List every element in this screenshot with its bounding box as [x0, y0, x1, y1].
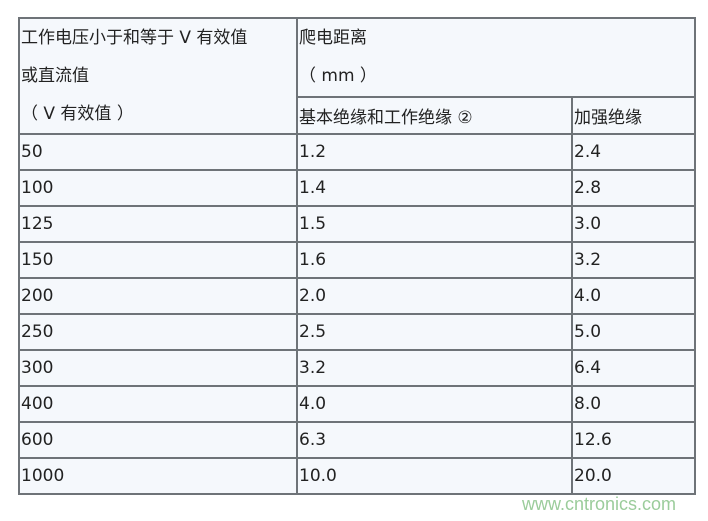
reinforced-insulation-cell: 3.2: [571, 241, 696, 279]
reinforced-insulation-cell: 5.0: [571, 313, 696, 351]
basic-insulation-cell: 1.6: [296, 241, 573, 279]
table-row: 400 4.0 8.0: [18, 385, 696, 423]
reinforced-insulation-cell: 8.0: [571, 385, 696, 423]
table-row: 150 1.6 3.2: [18, 241, 696, 279]
reinforced-insulation-cell: 2.8: [571, 169, 696, 207]
voltage-cell: 100: [18, 169, 298, 207]
reinforced-insulation-header: 加强绝缘: [571, 96, 696, 135]
reinforced-insulation-cell: 6.4: [571, 349, 696, 387]
basic-insulation-cell: 1.4: [296, 169, 573, 207]
voltage-header-line3: （ V 有效值 ）: [21, 104, 134, 124]
voltage-header-line2: 或直流值: [21, 66, 89, 86]
table-row: 50 1.2 2.4: [18, 133, 696, 171]
creepage-header: 爬电距离 （ mm ）: [296, 16, 696, 99]
reinforced-insulation-cell: 2.4: [571, 133, 696, 171]
voltage-cell: 50: [18, 133, 298, 171]
basic-insulation-cell: 1.2: [296, 133, 573, 171]
basic-insulation-cell: 2.0: [296, 277, 573, 315]
subheader-row: 基本绝缘和工作绝缘 ② 加强绝缘: [19, 96, 696, 135]
voltage-cell: 600: [18, 421, 298, 459]
reinforced-insulation-cell: 20.0: [571, 457, 696, 495]
basic-insulation-cell: 2.5: [296, 313, 573, 351]
watermark: www.cntronics.com: [522, 494, 677, 514]
creepage-header-line1: 爬电距离: [299, 28, 367, 48]
basic-insulation-cell: 3.2: [296, 349, 573, 387]
table-row: 1000 10.0 20.0: [18, 457, 696, 495]
basic-insulation-cell: 6.3: [296, 421, 573, 459]
voltage-cell: 200: [18, 277, 298, 315]
creepage-distance-table: 工作电压小于和等于 V 有效值 或直流值 （ V 有效值 ） 爬电距离 （ mm…: [18, 16, 696, 495]
voltage-cell: 300: [18, 349, 298, 387]
voltage-header-line1: 工作电压小于和等于 V 有效值: [21, 28, 248, 48]
creepage-header-line2: （ mm ）: [299, 66, 377, 86]
basic-insulation-header: 基本绝缘和工作绝缘 ②: [296, 96, 573, 135]
reinforced-insulation-cell: 3.0: [571, 205, 696, 243]
voltage-cell: 250: [18, 313, 298, 351]
header-row: 工作电压小于和等于 V 有效值 或直流值 （ V 有效值 ） 爬电距离 （ mm…: [18, 16, 696, 135]
voltage-header: 工作电压小于和等于 V 有效值 或直流值 （ V 有效值 ）: [18, 17, 298, 135]
table-row: 200 2.0 4.0: [18, 277, 696, 315]
reinforced-insulation-cell: 4.0: [571, 277, 696, 315]
table-row: 600 6.3 12.6: [18, 421, 696, 459]
table-row: 300 3.2 6.4: [18, 349, 696, 387]
basic-insulation-cell: 10.0: [296, 457, 573, 495]
basic-insulation-cell: 1.5: [296, 205, 573, 243]
voltage-cell: 1000: [18, 457, 298, 495]
reinforced-insulation-cell: 12.6: [571, 421, 696, 459]
voltage-cell: 125: [18, 205, 298, 243]
basic-insulation-cell: 4.0: [296, 385, 573, 423]
table-row: 100 1.4 2.8: [18, 169, 696, 207]
table-row: 125 1.5 3.0: [18, 205, 696, 243]
voltage-cell: 150: [18, 241, 298, 279]
voltage-cell: 400: [18, 385, 298, 423]
table-row: 250 2.5 5.0: [18, 313, 696, 351]
